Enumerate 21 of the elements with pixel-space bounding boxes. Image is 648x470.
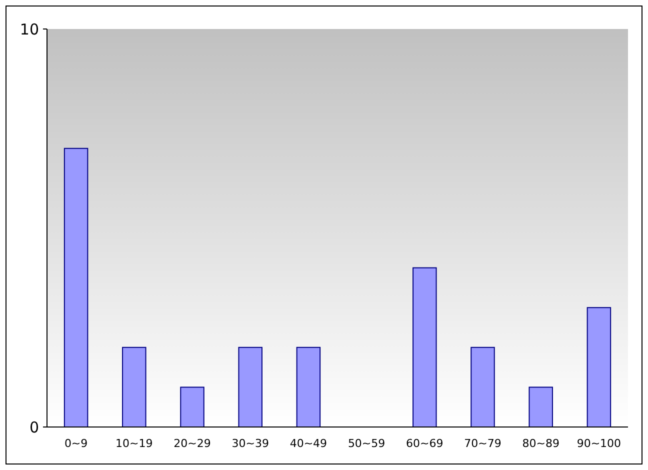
bar (238, 346, 262, 428)
bar (122, 346, 146, 428)
x-tick-label: 90~100 (576, 437, 622, 450)
x-tick-label: 40~49 (290, 437, 328, 450)
x-tick-label: 50~59 (348, 437, 386, 450)
bar (180, 386, 204, 428)
x-tick-label: 0~9 (64, 437, 88, 450)
y-tick-label: 10 (20, 20, 39, 38)
y-tick-label: 0 (29, 418, 39, 436)
x-tick-label: 20~29 (174, 437, 211, 450)
x-tick-label: 80~89 (522, 437, 560, 450)
bar (412, 267, 437, 428)
bar (64, 148, 88, 428)
bar (296, 346, 321, 428)
x-tick-label: 30~39 (232, 437, 269, 450)
bar (528, 386, 553, 428)
x-tick-label: 60~69 (406, 437, 444, 450)
bar (470, 346, 495, 428)
bar (586, 307, 612, 428)
x-tick-label: 10~19 (116, 437, 153, 450)
x-tick-label: 70~79 (464, 437, 502, 450)
